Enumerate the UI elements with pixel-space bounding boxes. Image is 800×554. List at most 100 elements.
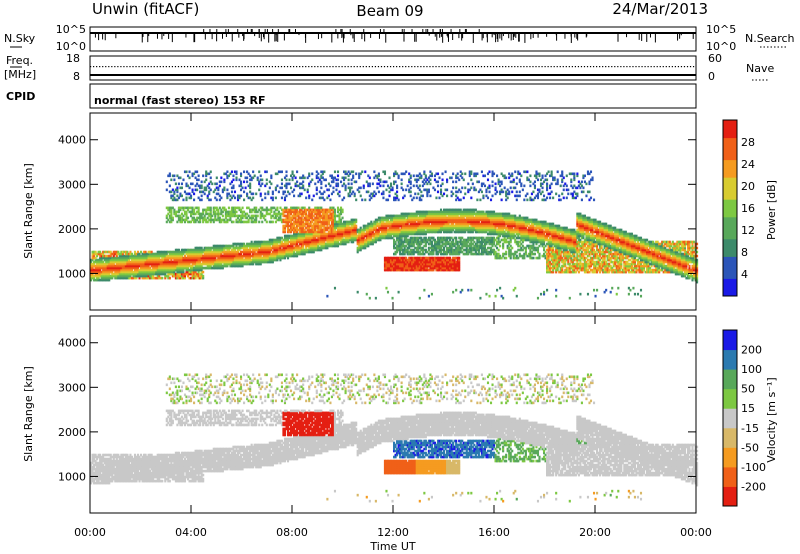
power-cell — [276, 252, 279, 256]
power-cell — [282, 252, 285, 256]
power-cell — [167, 258, 170, 262]
power-cell — [252, 256, 255, 260]
power-cell — [173, 208, 176, 212]
power-cell — [291, 226, 294, 230]
power-cell — [209, 188, 212, 192]
power-cell — [289, 224, 293, 228]
power-cell — [182, 252, 185, 256]
power-cell — [259, 250, 262, 254]
power-cell — [130, 268, 134, 272]
power-cell — [193, 212, 196, 216]
power-cell — [141, 260, 144, 264]
power-cell — [267, 212, 270, 216]
power-cell — [90, 274, 93, 278]
power-cell — [246, 248, 249, 252]
power-cell — [212, 256, 215, 260]
power-cell — [206, 262, 209, 266]
power-cell — [164, 264, 167, 268]
nave-dot — [511, 66, 513, 68]
power-cell — [239, 218, 243, 222]
power-cell — [133, 274, 137, 278]
power-cell — [226, 192, 229, 196]
nave-dot — [559, 66, 561, 68]
power-cell — [199, 254, 202, 258]
power-cell — [308, 172, 311, 176]
power-cell — [291, 248, 294, 252]
power-cell — [283, 252, 287, 256]
power-cell — [223, 244, 226, 248]
power-cell — [211, 246, 214, 250]
power-cell — [123, 274, 126, 278]
power-cell — [206, 256, 209, 260]
power-cell — [94, 264, 97, 268]
power-cell — [315, 186, 318, 190]
power-cell — [115, 266, 118, 270]
power-cell — [291, 176, 294, 180]
power-cell — [197, 264, 200, 268]
power-cell — [224, 244, 227, 248]
power-cell — [247, 252, 250, 256]
nave-dot — [526, 66, 528, 68]
power-cell — [146, 252, 149, 256]
nave-dot — [202, 66, 204, 68]
power-cell — [218, 262, 221, 266]
power-cell — [286, 214, 290, 218]
power-cell — [199, 198, 202, 202]
power-cell — [280, 252, 284, 256]
power-cell — [276, 240, 279, 244]
nave-dot — [659, 66, 661, 68]
power-cell — [217, 252, 220, 256]
power-cell — [165, 214, 168, 218]
power-cell — [168, 266, 171, 270]
power-cell — [136, 266, 140, 270]
power-cell — [359, 194, 362, 198]
power-cell — [102, 254, 105, 258]
power-cell — [164, 268, 167, 272]
power-cell — [191, 256, 194, 260]
nave-dot — [214, 66, 216, 68]
power-cell — [293, 234, 296, 238]
power-cell — [286, 210, 290, 214]
power-cell — [91, 262, 94, 266]
power-cell — [105, 278, 108, 282]
power-cell — [115, 276, 118, 280]
nave-dot — [399, 66, 401, 68]
power-cell — [218, 194, 221, 198]
power-cell — [246, 242, 249, 246]
power-cell — [365, 292, 368, 296]
power-cell — [196, 266, 199, 270]
power-cell — [194, 264, 197, 268]
power-cell — [153, 254, 156, 258]
power-cell — [135, 274, 138, 278]
power-cell — [177, 254, 180, 258]
power-cell — [233, 260, 237, 264]
power-cell — [244, 244, 247, 248]
power-cell — [364, 170, 367, 174]
power-cell — [105, 260, 108, 264]
nave-dot — [338, 66, 340, 68]
power-cell — [193, 252, 196, 256]
power-cell — [285, 224, 288, 228]
power-cell — [441, 172, 444, 176]
power-cell — [144, 258, 147, 262]
power-cell — [243, 244, 246, 248]
power-cell — [243, 210, 246, 214]
power-cell — [129, 270, 132, 274]
nave-dot — [438, 66, 440, 68]
power-cell — [220, 252, 223, 256]
power-cell — [167, 256, 170, 260]
power-cell — [189, 206, 193, 210]
power-cell — [256, 262, 259, 266]
power-cell — [202, 262, 205, 266]
power-cell — [218, 248, 221, 252]
power-cell — [235, 250, 238, 254]
power-cell — [282, 218, 285, 222]
power-cell — [280, 236, 284, 240]
power-cell — [261, 258, 264, 262]
power-cell — [179, 270, 182, 274]
nave-dot — [562, 66, 564, 68]
power-cell — [283, 184, 287, 188]
power-cell — [203, 186, 206, 190]
power-cell — [189, 258, 193, 262]
nave-dot — [608, 66, 610, 68]
